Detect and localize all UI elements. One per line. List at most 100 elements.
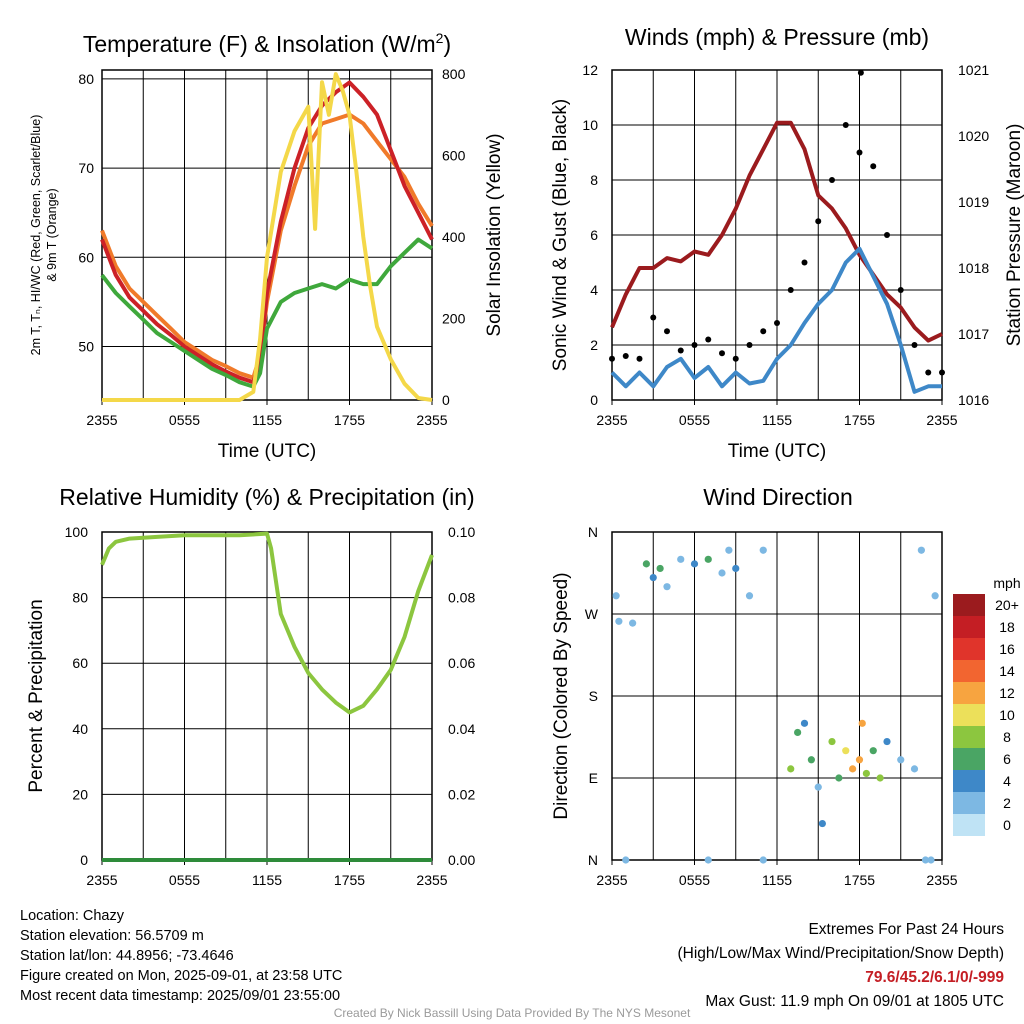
- y-axis-label: Direction (Colored By Speed): [551, 572, 572, 819]
- y-tick-label: E: [589, 770, 598, 786]
- y2-axis-label: Solar Insolation (Yellow): [484, 133, 505, 336]
- y-tick-label: 60: [78, 249, 94, 265]
- gust-point: [829, 177, 835, 183]
- location-text: Location: Chazy: [20, 908, 124, 924]
- direction-point: [842, 747, 850, 755]
- direction-point: [869, 747, 877, 755]
- y-axis-label: 2m T, Tₙ, HI/WC (Red, Green, Scarlet/Blu…: [29, 115, 43, 356]
- x-tick-label: 2355: [926, 412, 957, 428]
- direction-point: [725, 546, 733, 554]
- y2-tick-label: 0.06: [448, 655, 475, 671]
- y2-tick-label: 0: [442, 392, 450, 408]
- y-tick-label: 20: [72, 786, 88, 802]
- x-tick-label: 2355: [86, 412, 117, 428]
- y-axis-label: Percent & Precipitation: [26, 599, 47, 792]
- gust-point: [787, 287, 794, 293]
- y2-tick-label: 1019: [958, 194, 989, 210]
- direction-point: [690, 560, 699, 568]
- direction-point: [858, 719, 866, 727]
- y-tick-label: W: [585, 606, 599, 622]
- series-line-solar-insolation: [102, 72, 433, 402]
- gust-point: [691, 342, 698, 348]
- direction-point: [663, 583, 671, 591]
- y2-tick-label: 0.04: [448, 721, 475, 737]
- direction-point: [883, 737, 891, 746]
- gust-point: [815, 218, 822, 225]
- y2-tick-label: 1018: [958, 260, 989, 276]
- direction-point: [835, 774, 843, 782]
- legend-swatch: [953, 814, 985, 836]
- gust-point: [732, 355, 739, 362]
- direction-point: [704, 555, 712, 563]
- gust-point: [857, 69, 864, 76]
- x-tick-label: 0555: [679, 872, 710, 888]
- y-tick-label: 4: [590, 282, 598, 298]
- direction-point: [732, 564, 740, 573]
- direction-point: [921, 856, 930, 864]
- x-tick-label: 0555: [169, 872, 200, 888]
- gust-point: [911, 342, 918, 348]
- y2-tick-label: 600: [442, 148, 466, 164]
- direction-point: [807, 756, 815, 764]
- gust-point: [842, 122, 849, 128]
- direction-point: [718, 569, 726, 577]
- direction-point: [642, 560, 650, 568]
- y-tick-label: 0: [80, 852, 88, 868]
- gust-point: [870, 163, 877, 170]
- y-tick-label: 10: [582, 117, 598, 133]
- x-tick-label: 1755: [844, 412, 875, 428]
- x-tick-label: 2355: [416, 412, 447, 428]
- x-tick-label: 1155: [252, 412, 282, 428]
- direction-point: [629, 619, 637, 627]
- y2-tick-label: 0.08: [448, 590, 475, 606]
- direction-point: [745, 592, 754, 600]
- direction-point: [615, 617, 623, 625]
- y2-tick-label: 0.02: [448, 786, 475, 802]
- gust-point: [774, 320, 780, 326]
- y-tick-label: N: [588, 524, 598, 540]
- direction-point: [794, 728, 802, 737]
- y2-tick-label: 200: [442, 311, 466, 327]
- legend-label: 4: [1003, 773, 1011, 789]
- y-tick-label: 60: [72, 655, 88, 671]
- station-info: Location: Chazy Station elevation: 56.57…: [20, 906, 342, 1006]
- x-tick-label: 1755: [844, 872, 875, 888]
- x-tick-label: 1155: [762, 412, 792, 428]
- x-tick-label: 2355: [416, 872, 447, 888]
- title-superscript: 2: [436, 30, 444, 46]
- x-tick-label: 1755: [334, 412, 365, 428]
- x-tick-label: 1755: [334, 872, 365, 888]
- credit-text: Created By Nick Bassill Using Data Provi…: [333, 1006, 691, 1020]
- x-tick-label: 2355: [926, 872, 957, 888]
- x-tick-label: 2355: [86, 872, 117, 888]
- y2-tick-label: 1020: [958, 128, 989, 144]
- direction-point: [649, 573, 657, 582]
- x-tick-label: 2355: [596, 412, 627, 428]
- extremes-title: Extremes For Past 24 Hours: [808, 921, 1004, 938]
- legend-label: 18: [999, 619, 1015, 635]
- series-line-sonic-wind: [610, 246, 942, 394]
- series-line-pressure: [610, 120, 943, 343]
- legend-swatch: [953, 792, 985, 814]
- legend-label: 14: [999, 663, 1015, 679]
- legend-label: 8: [1003, 729, 1011, 745]
- direction-point: [677, 555, 685, 563]
- y-tick-label: 8: [590, 172, 598, 188]
- x-tick-label: 2355: [596, 872, 627, 888]
- legend-swatch: [953, 748, 985, 770]
- y-tick-label: 80: [78, 71, 94, 87]
- gust-point: [650, 314, 657, 321]
- recent-text: Most recent data timestamp: 2025/09/01 2…: [20, 988, 341, 1004]
- y-tick-label: 40: [72, 721, 88, 737]
- extremes-subtitle: (High/Low/Max Wind/Precipitation/Snow De…: [677, 945, 1005, 962]
- chart-title: Wind Direction: [703, 484, 853, 510]
- gust-point: [884, 232, 890, 238]
- direction-point: [656, 564, 664, 573]
- gust-point: [939, 369, 945, 376]
- y-axis-label: Sonic Wind & Gust (Blue, Black): [550, 99, 571, 371]
- direction-point: [759, 546, 767, 554]
- legend-label: 10: [999, 707, 1015, 723]
- series-line-td: [100, 237, 434, 389]
- y-tick-label: 2: [590, 337, 598, 353]
- y2-tick-label: 0.00: [448, 852, 475, 868]
